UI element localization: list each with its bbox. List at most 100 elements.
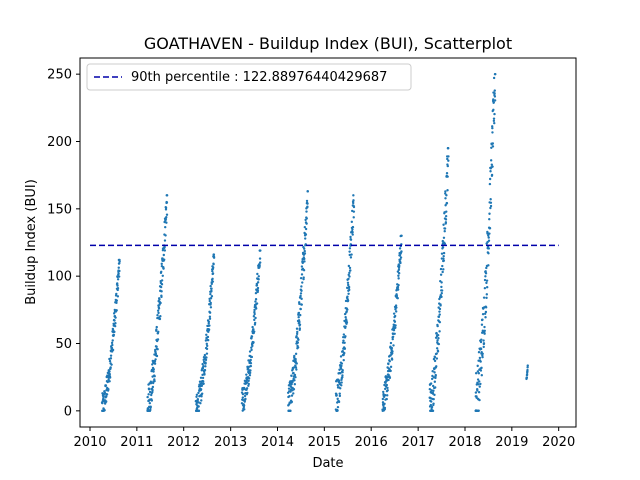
data-point (484, 275, 487, 278)
data-point (104, 400, 108, 403)
data-point (432, 357, 436, 361)
data-point (201, 373, 204, 377)
data-point (303, 257, 306, 261)
data-point (476, 364, 479, 368)
data-point (288, 395, 291, 398)
data-point (445, 194, 448, 197)
data-point (147, 393, 150, 396)
data-point (207, 328, 211, 331)
data-point (433, 371, 436, 374)
data-point (294, 357, 297, 361)
data-point (338, 394, 342, 398)
data-point (344, 315, 347, 319)
data-point (438, 310, 441, 313)
data-point (212, 253, 216, 256)
data-point (482, 345, 485, 349)
data-point (164, 206, 168, 210)
data-point (430, 389, 433, 392)
data-point (432, 389, 435, 392)
data-point (479, 360, 482, 363)
data-point (195, 395, 198, 399)
data-point (305, 222, 308, 225)
data-point (211, 277, 214, 281)
data-point (200, 392, 204, 395)
data-point (205, 342, 208, 346)
data-point (207, 338, 210, 342)
data-point (436, 350, 440, 353)
data-point (479, 340, 483, 344)
data-point (151, 390, 154, 394)
data-point (203, 368, 207, 372)
data-point (431, 370, 434, 373)
x-tick-label: 2020 (542, 435, 575, 450)
data-point (435, 352, 438, 355)
data-point (483, 312, 487, 315)
data-point (103, 391, 107, 395)
data-point (205, 344, 209, 348)
data-point (394, 326, 397, 329)
data-point (203, 353, 207, 357)
data-point (436, 333, 440, 337)
data-point (243, 394, 247, 398)
data-point (396, 297, 399, 300)
data-point (293, 379, 296, 382)
data-point (382, 392, 385, 396)
data-point (154, 352, 158, 355)
data-point (339, 355, 343, 358)
data-point (492, 117, 496, 120)
data-point (212, 256, 216, 259)
data-point (429, 403, 433, 407)
data-point (435, 347, 439, 350)
data-point (389, 341, 393, 345)
data-point (104, 384, 108, 387)
data-point (488, 218, 491, 221)
y-tick-label: 250 (47, 68, 72, 83)
data-point (335, 394, 338, 397)
data-point (159, 301, 162, 305)
data-point (442, 257, 445, 260)
x-tick-label: 2019 (495, 435, 528, 450)
data-point (246, 367, 250, 370)
data-point (483, 332, 486, 335)
data-point (397, 272, 401, 275)
data-point (108, 380, 111, 383)
data-point (488, 226, 492, 230)
data-point (476, 378, 480, 381)
data-point (399, 261, 402, 265)
y-tick-label: 50 (55, 337, 72, 352)
data-point (440, 295, 443, 299)
data-point (300, 303, 303, 306)
data-point (305, 217, 308, 220)
data-point (484, 316, 487, 319)
data-point (488, 212, 491, 215)
data-point (258, 261, 262, 264)
y-tick-label: 100 (47, 270, 72, 285)
data-point (477, 351, 481, 354)
data-point (249, 358, 252, 362)
data-point (485, 286, 489, 289)
data-point (250, 346, 253, 349)
data-point (302, 269, 306, 272)
data-point (336, 405, 340, 409)
data-point (300, 273, 304, 276)
data-point (301, 281, 304, 284)
data-point (114, 322, 117, 325)
data-point (241, 392, 245, 396)
data-point (208, 311, 212, 314)
data-point (116, 278, 120, 281)
data-point (253, 310, 256, 314)
data-point (113, 319, 116, 322)
data-point (479, 347, 483, 351)
data-point (156, 309, 160, 312)
data-point (393, 332, 396, 336)
data-point (390, 358, 394, 361)
data-point (116, 282, 119, 285)
data-point (109, 366, 112, 369)
data-point (391, 350, 394, 353)
data-point (433, 356, 437, 359)
data-point (352, 194, 355, 197)
data-point (255, 307, 258, 310)
data-point (437, 337, 440, 340)
data-point (491, 145, 495, 148)
data-point (493, 121, 496, 125)
